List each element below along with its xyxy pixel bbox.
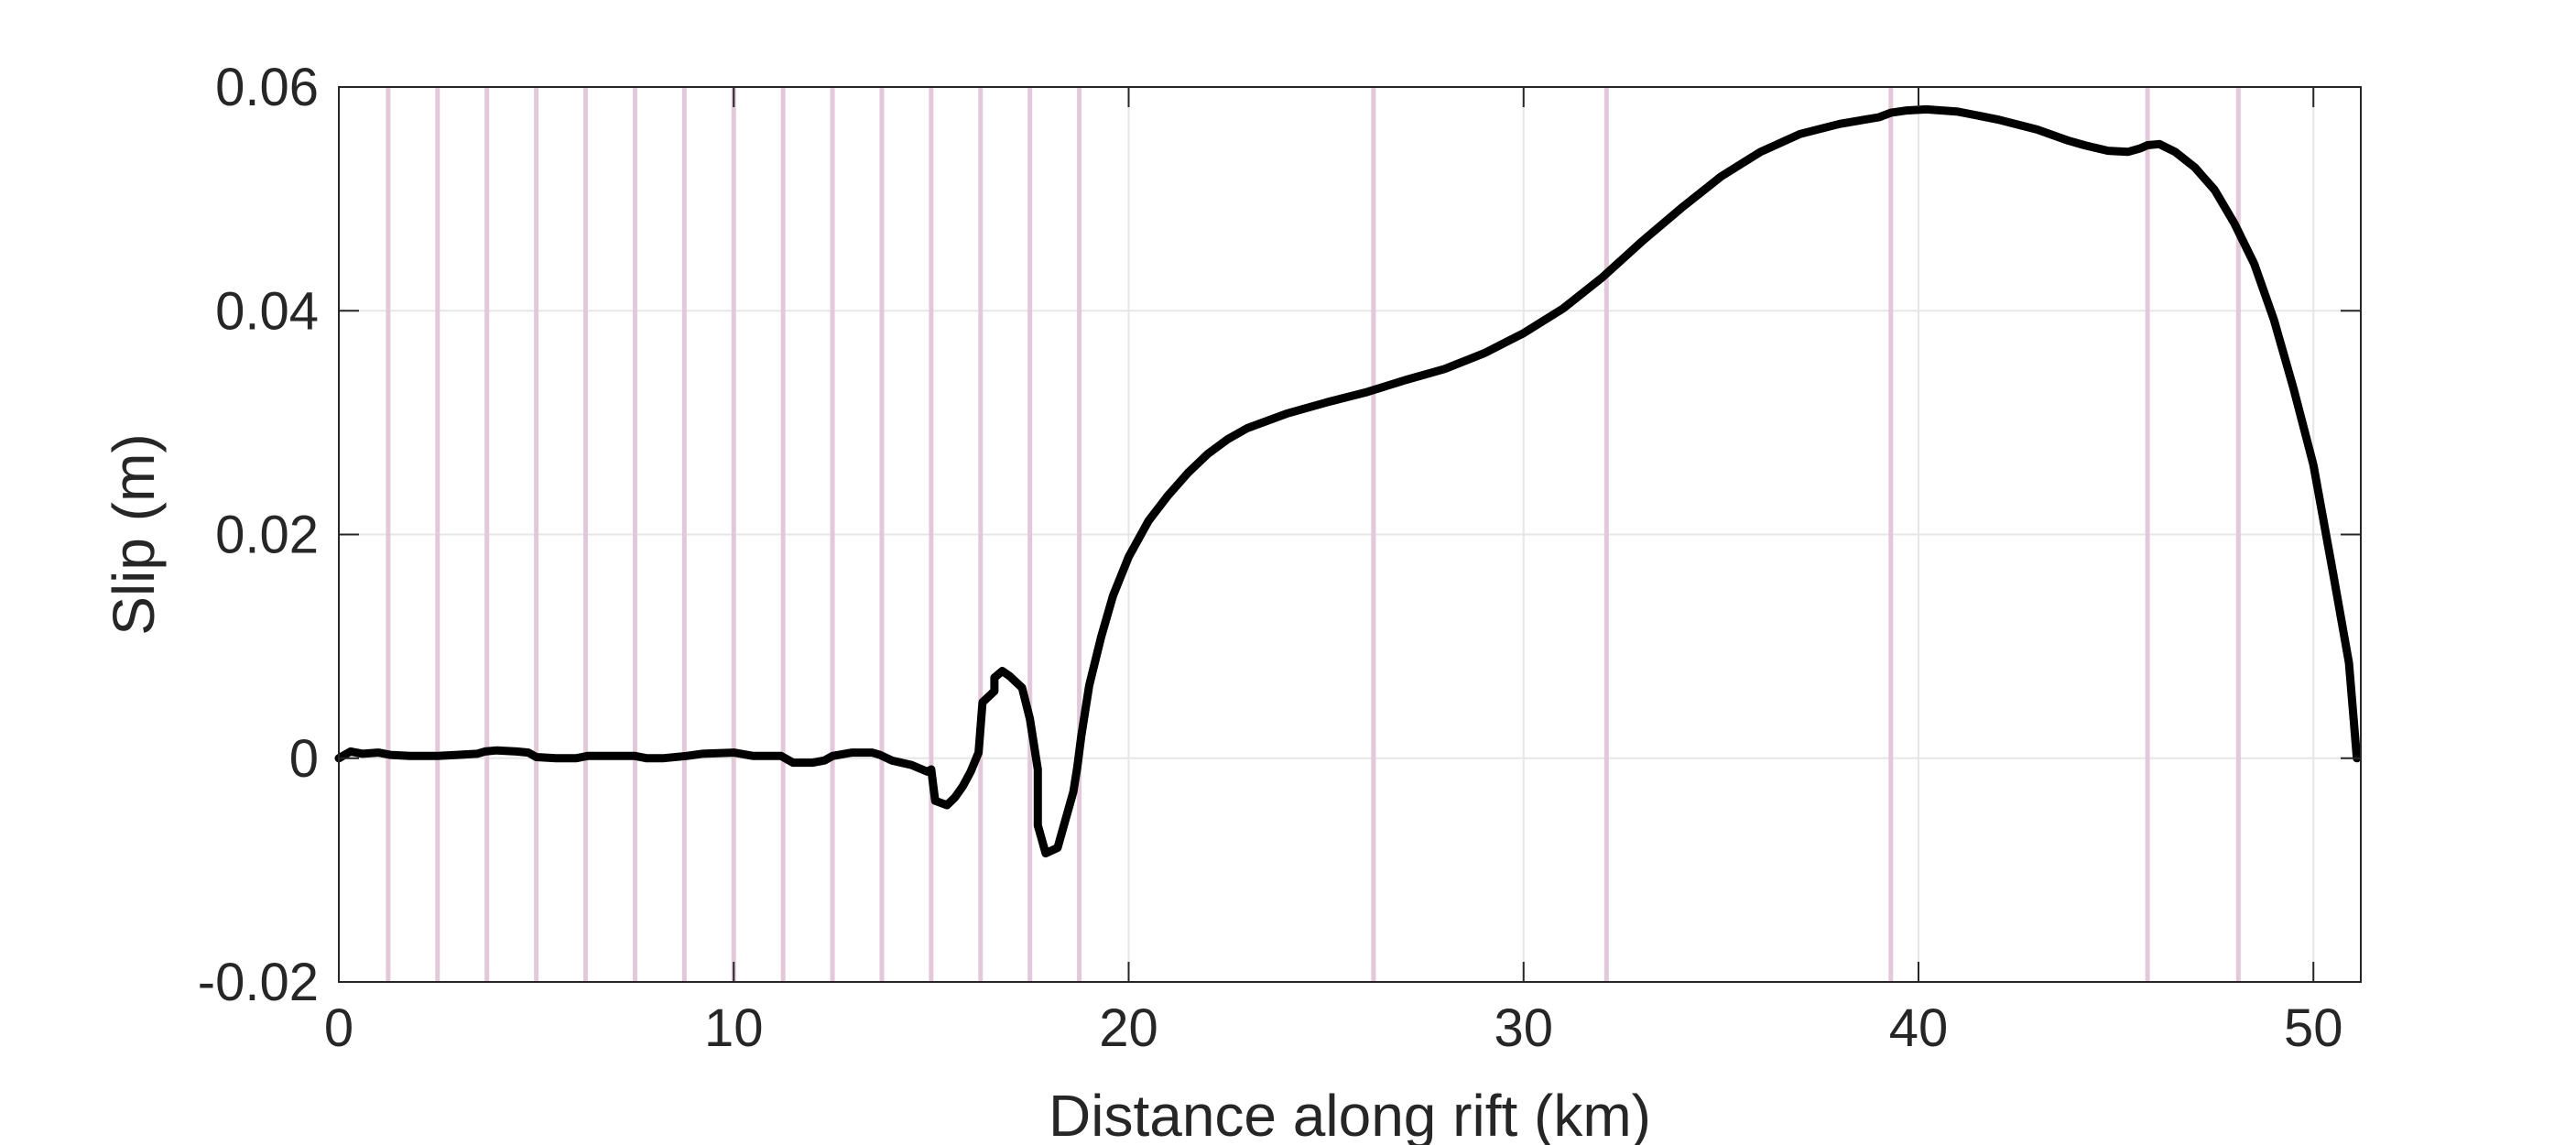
y-tick-label: 0: [289, 729, 319, 789]
y-tick-label: -0.02: [198, 953, 319, 1012]
y-tick-label: 0.02: [215, 506, 319, 565]
x-tick-label: 20: [1099, 998, 1158, 1058]
x-axis-label: Distance along rift (km): [1049, 1083, 1651, 1145]
y-tick-label: 0.04: [215, 281, 319, 341]
x-tick-label: 0: [324, 998, 353, 1058]
x-tick-label: 30: [1494, 998, 1553, 1058]
x-tick-label: 10: [704, 998, 764, 1058]
x-tick-label: 50: [2284, 998, 2343, 1058]
x-tick-labels: 0 10 20 30 40 50: [324, 998, 2343, 1058]
y-axis-label: Slip (m): [101, 433, 167, 635]
y-tick-label: 0.06: [215, 58, 319, 117]
slip-series-line: [334, 104, 2362, 858]
data-line-group: [334, 104, 2362, 858]
vertical-markers: [386, 87, 2241, 982]
y-tick-labels: -0.02 0 0.02 0.04 0.06: [198, 58, 319, 1012]
axis-ticks: [338, 86, 2361, 983]
x-tick-label: 40: [1889, 998, 1949, 1058]
